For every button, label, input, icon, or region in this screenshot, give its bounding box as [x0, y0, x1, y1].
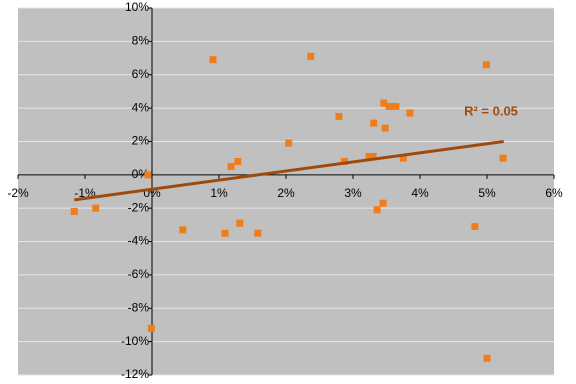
y-tick-label: 6%	[132, 67, 150, 81]
y-tick-label: -4%	[128, 234, 150, 248]
y-tick-label: 8%	[132, 34, 150, 48]
point	[144, 171, 152, 179]
point	[385, 102, 393, 110]
point	[369, 152, 377, 160]
point	[236, 219, 244, 227]
point	[307, 52, 315, 60]
point	[399, 154, 407, 162]
x-tick-label: -2%	[7, 186, 29, 200]
point	[179, 226, 187, 234]
plot-area	[18, 8, 554, 375]
x-tick-label: 1%	[210, 186, 228, 200]
point	[380, 99, 388, 107]
point	[373, 206, 381, 214]
y-tick-label: -8%	[128, 300, 150, 314]
point	[379, 199, 387, 207]
point	[340, 157, 348, 165]
point	[381, 124, 389, 132]
point	[147, 324, 155, 332]
x-tick-label: 6%	[545, 186, 563, 200]
point	[370, 119, 378, 127]
y-tick-label: 2%	[132, 134, 150, 148]
point	[285, 139, 293, 147]
point	[471, 223, 479, 231]
x-tick-label: 3%	[344, 186, 362, 200]
point	[335, 112, 343, 120]
x-tick-label: 5%	[478, 186, 496, 200]
point	[227, 162, 235, 170]
y-tick-label: 10%	[125, 0, 149, 14]
point	[70, 208, 78, 216]
point	[209, 56, 217, 64]
x-tick-label: 2%	[277, 186, 295, 200]
point	[392, 102, 400, 110]
trendline	[74, 139, 504, 202]
y-tick-label: -10%	[121, 334, 149, 348]
y-tick-label: -6%	[128, 267, 150, 281]
point	[365, 152, 373, 160]
point	[482, 61, 490, 69]
annotation: R² = 0.05	[464, 103, 518, 118]
y-tick-label: 4%	[132, 100, 150, 114]
point	[234, 157, 242, 165]
point	[221, 229, 229, 237]
point	[499, 154, 507, 162]
x-tick-label: 4%	[411, 186, 429, 200]
point	[254, 229, 262, 237]
point	[483, 354, 491, 362]
y-tick-label: -2%	[128, 200, 150, 214]
point	[406, 109, 414, 117]
y-tick-label: -12%	[121, 367, 149, 381]
point	[92, 204, 100, 212]
